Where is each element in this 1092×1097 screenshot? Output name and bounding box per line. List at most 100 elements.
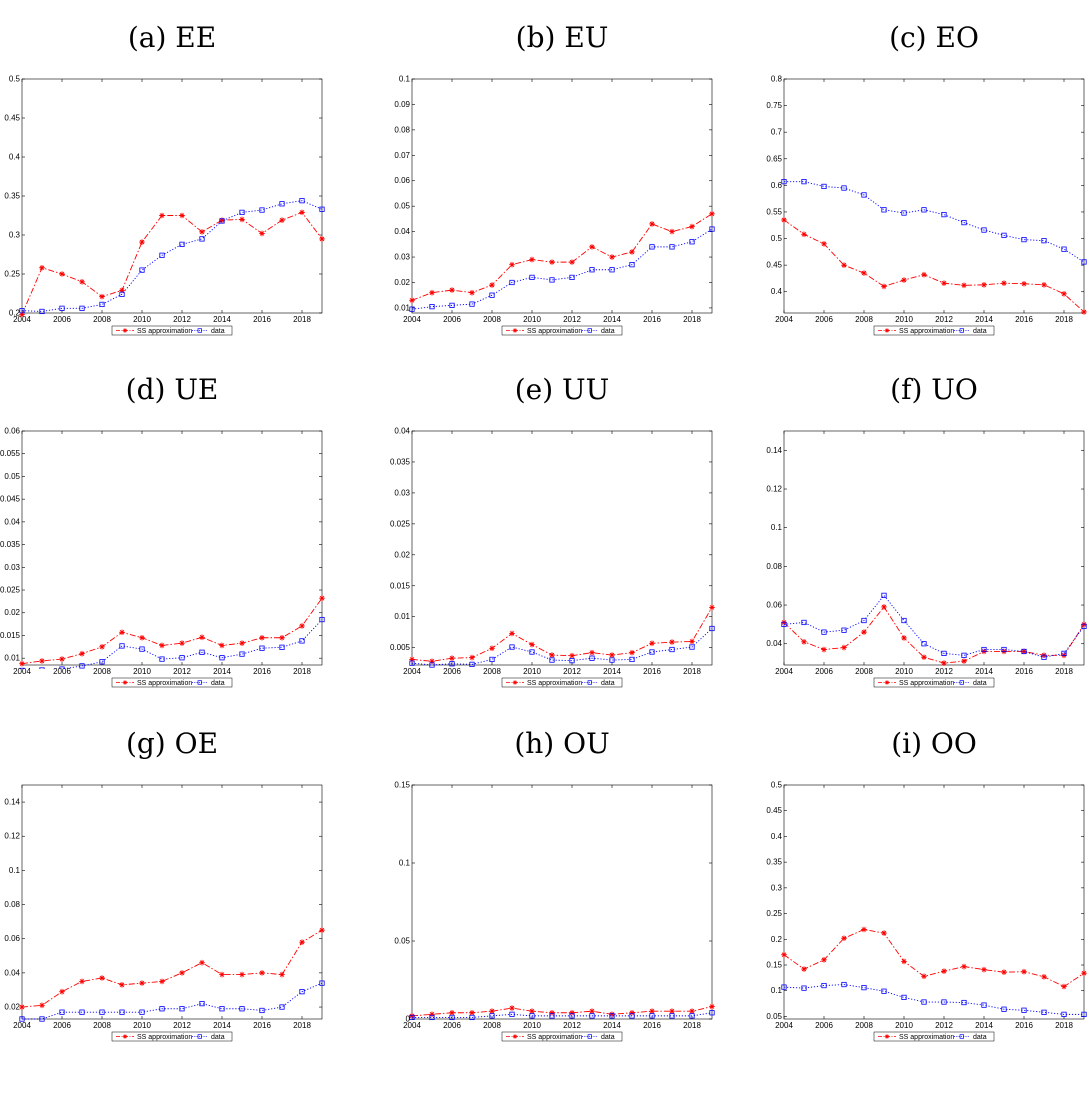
legend-marker-star: [512, 328, 518, 333]
data-point: [409, 656, 415, 663]
data-point: [99, 975, 105, 981]
data-point: [219, 1006, 225, 1012]
data-point: [59, 988, 65, 995]
y-tick-label: 0.02: [394, 278, 410, 287]
legend: SS approximation data: [111, 1031, 233, 1042]
data-point: [279, 971, 285, 978]
data-point: [219, 642, 225, 649]
legend-label: data: [211, 1034, 225, 1041]
data-point: [159, 212, 165, 219]
data-point: [709, 604, 715, 611]
x-tick-label: 2014: [975, 1021, 993, 1030]
x-tick-label: 2016: [253, 667, 271, 676]
data-point: [981, 966, 987, 973]
series-line-data: [783, 594, 1085, 658]
x-tick-label: 2004: [775, 1021, 793, 1030]
y-tick-label: 0.04: [766, 639, 782, 648]
legend-label: SS approximation: [899, 1034, 954, 1041]
data-point: [99, 659, 105, 665]
data-point: [629, 649, 635, 656]
chart-title: (g) OE: [125, 727, 219, 760]
y-tick-label: 0.7: [771, 128, 783, 137]
data-point: [239, 1006, 245, 1012]
y-tick-label: 0.06: [394, 176, 410, 185]
legend-marker-star: [512, 680, 518, 685]
data-point: [801, 619, 807, 626]
data-point: [961, 658, 967, 664]
series-line-ss-approximation: [783, 929, 1085, 988]
x-tick-label: 2012: [563, 667, 581, 676]
axes-box: [783, 784, 1085, 1020]
y-tick-label: 0.04: [4, 968, 20, 977]
data-point: [1081, 1011, 1087, 1017]
data-point: [119, 629, 125, 636]
x-tick-label: 2014: [603, 1021, 621, 1030]
y-tick-label: 0.08: [394, 125, 410, 134]
data-point: [841, 262, 847, 268]
x-tick-label: 2006: [53, 1021, 71, 1030]
legend-marker-star: [884, 680, 890, 685]
data-point: [801, 966, 807, 972]
y-tick-label: 0.035: [0, 540, 21, 549]
data-point: [901, 617, 907, 624]
data-point: [649, 640, 655, 647]
data-point: [629, 262, 635, 268]
y-tick-label: 0.09: [394, 100, 410, 109]
axes-box: [21, 430, 323, 666]
data-point: [429, 1011, 435, 1018]
data-point: [99, 1009, 105, 1015]
chart-panel: (b) EU 0.01 0.02 0.03 0.04 0.05 0.06 0.07 0.08 0.…: [390, 0, 720, 390]
data-point: [299, 198, 305, 204]
legend-marker-square: [197, 328, 202, 333]
legend: SS approximation data: [501, 325, 623, 336]
legend-label: SS approximation: [899, 328, 954, 335]
legend-label: SS approximation: [527, 328, 582, 335]
data-point: [179, 1006, 185, 1012]
data-point: [299, 638, 305, 644]
data-point: [649, 1008, 655, 1014]
data-point: [19, 1016, 25, 1022]
data-point: [901, 635, 907, 641]
x-tick-label: 2012: [935, 315, 953, 324]
chart-title: (f) UO: [890, 373, 978, 406]
data-point: [1001, 646, 1007, 653]
data-point: [139, 980, 145, 986]
data-point: [139, 634, 145, 641]
data-point: [489, 656, 495, 663]
data-point: [549, 1013, 555, 1019]
y-tick-label: 0.08: [4, 900, 20, 909]
data-point: [629, 656, 635, 663]
data-point: [1081, 309, 1087, 315]
y-tick-label: 0.04: [394, 427, 410, 436]
y-tick-label: 0.07: [394, 151, 410, 160]
data-point: [1041, 974, 1047, 980]
data-point: [449, 1009, 455, 1016]
data-point: [901, 210, 907, 216]
data-point: [801, 638, 807, 645]
data-point: [881, 988, 887, 994]
data-point: [609, 267, 615, 273]
chart-panel: (g) OE 0.02 0.04 0.06 0.08 0.1 0.12 0.14 2004 200…: [0, 706, 330, 1096]
data-point: [669, 1008, 675, 1014]
data-point: [489, 1008, 495, 1014]
data-point: [119, 643, 125, 649]
x-tick-label: 2010: [523, 667, 541, 676]
x-tick-label: 2012: [563, 1021, 581, 1030]
legend-marker-square: [959, 680, 964, 685]
legend-label: data: [973, 328, 987, 335]
data-point: [689, 239, 695, 245]
chart-plot: 0.01 0.015 0.02 0.025 0.03 0.035 0.04 0.045 0.05…: [0, 427, 325, 688]
x-tick-label: 2008: [483, 667, 501, 676]
x-tick-label: 2014: [213, 667, 231, 676]
data-point: [489, 645, 495, 652]
x-tick-label: 2010: [523, 315, 541, 324]
data-point: [1021, 1007, 1027, 1013]
data-point: [689, 638, 695, 645]
chart-title: (a) EE: [127, 21, 217, 54]
data-point: [861, 192, 867, 198]
data-point: [39, 308, 45, 315]
chart-panel: (c) EO 0.4 0.45 0.5 0.55 0.6 0.65 0.7 0.75 0.8 200…: [762, 0, 1092, 390]
data-point: [59, 1009, 65, 1015]
data-point: [159, 1006, 165, 1012]
data-point: [259, 970, 265, 976]
